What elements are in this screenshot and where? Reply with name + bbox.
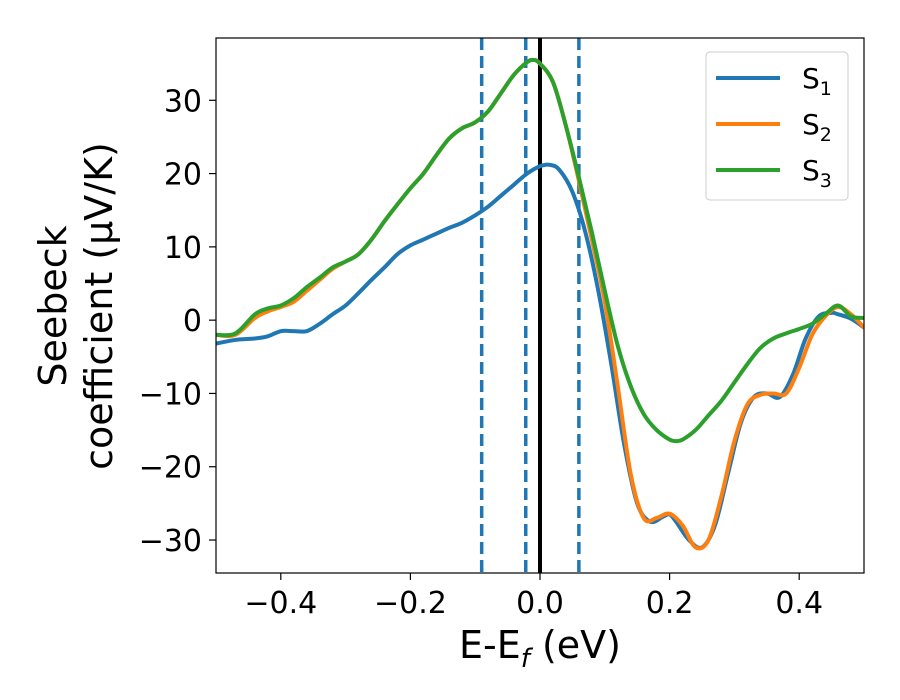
y-tick-label: −20 xyxy=(139,451,202,486)
y-axis: −30 −20 −10 0 10 20 30 xyxy=(139,84,216,559)
x-axis-label: E-Ef (eV) xyxy=(459,623,621,674)
x-axis: −0.4 −0.2 0.0 0.2 0.4 xyxy=(244,573,823,621)
y-tick-label: 0 xyxy=(183,304,202,339)
x-tick-label: −0.4 xyxy=(244,586,317,621)
y-axis-label-line2: coefficient (μV/K) xyxy=(77,142,121,470)
x-tick-label: 0.0 xyxy=(516,586,564,621)
series-layer xyxy=(216,57,864,551)
y-axis-label-line1: Seebeck xyxy=(31,225,75,386)
series-line-s3 xyxy=(216,57,864,444)
reference-lines xyxy=(479,38,581,573)
y-tick-label: 30 xyxy=(164,84,202,119)
x-tick-label: 0.2 xyxy=(646,586,694,621)
y-tick-label: −30 xyxy=(139,524,202,559)
x-tick-label: −0.2 xyxy=(374,586,447,621)
x-tick-label: 0.4 xyxy=(775,586,823,621)
y-tick-label: −10 xyxy=(139,377,202,412)
y-tick-label: 20 xyxy=(164,158,202,193)
y-tick-label: 10 xyxy=(164,231,202,266)
